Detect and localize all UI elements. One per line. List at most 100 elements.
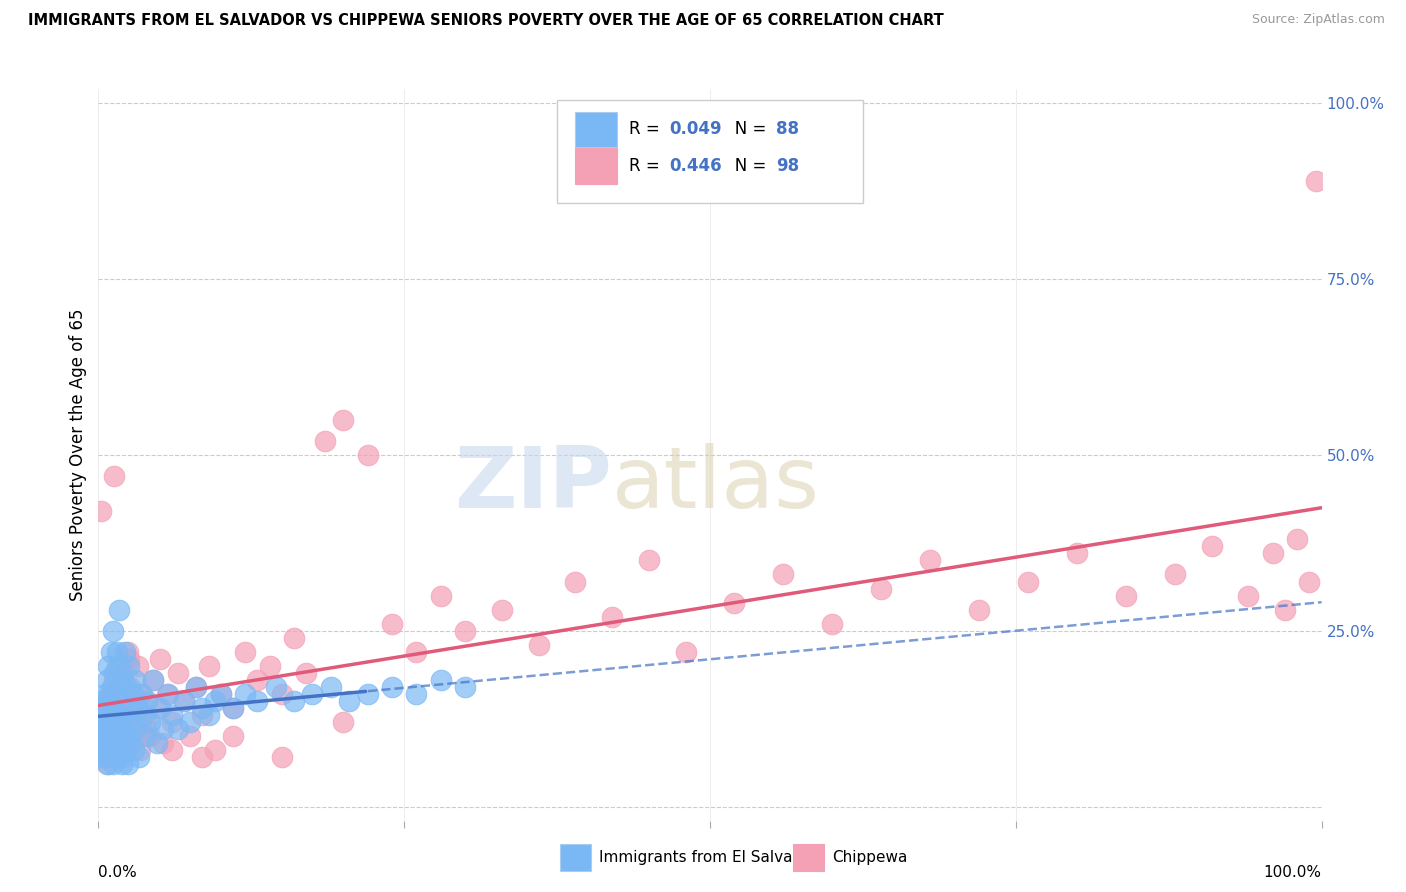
Point [96, 673, 118, 687]
Text: 0.446: 0.446 [669, 157, 723, 175]
Point [405, 645, 427, 659]
Text: 0.049: 0.049 [669, 120, 723, 138]
Point [101, 701, 124, 715]
Text: 0.0%: 0.0% [98, 864, 138, 880]
Point [103, 469, 125, 483]
Point [160, 708, 183, 723]
Text: atlas: atlas [612, 442, 820, 525]
Point [139, 729, 162, 743]
Point [222, 701, 245, 715]
Point [118, 701, 141, 715]
Point [1115, 589, 1137, 603]
Point [259, 659, 281, 673]
Point [111, 750, 134, 764]
Point [91, 750, 114, 764]
Point [118, 652, 141, 666]
Point [186, 680, 208, 694]
Point [156, 687, 179, 701]
Point [152, 723, 174, 737]
Point [454, 624, 477, 638]
Point [89, 729, 111, 743]
Point [127, 701, 149, 715]
Point [132, 708, 155, 723]
Point [114, 701, 136, 715]
Point [93, 708, 115, 723]
Point [381, 680, 404, 694]
Point [295, 665, 318, 680]
Point [264, 680, 287, 694]
Point [117, 757, 139, 772]
Point [246, 694, 269, 708]
Point [131, 687, 153, 701]
Point [233, 645, 256, 659]
Point [98, 694, 121, 708]
Point [149, 652, 172, 666]
Point [94, 729, 117, 743]
Point [301, 687, 323, 701]
Text: R =: R = [630, 157, 665, 175]
Point [191, 701, 214, 715]
Point [1286, 533, 1309, 547]
Point [110, 715, 132, 730]
Point [98, 687, 121, 701]
Point [430, 589, 453, 603]
Point [121, 736, 143, 750]
Text: Immigrants from El Salvador: Immigrants from El Salvador [599, 850, 818, 865]
Point [136, 729, 159, 743]
Point [100, 743, 122, 757]
Point [108, 687, 131, 701]
Point [101, 624, 124, 638]
Point [104, 708, 127, 723]
Point [127, 659, 149, 673]
Point [204, 743, 226, 757]
Point [197, 708, 219, 723]
Point [491, 602, 513, 616]
Point [222, 701, 245, 715]
Point [100, 645, 122, 659]
Point [136, 708, 159, 723]
Point [146, 736, 169, 750]
Point [97, 715, 120, 730]
Text: R =: R = [630, 120, 665, 138]
Point [160, 743, 183, 757]
Point [101, 723, 124, 737]
Point [920, 553, 942, 567]
Point [110, 715, 132, 730]
Text: N =: N = [718, 157, 772, 175]
Point [142, 673, 165, 687]
Point [107, 750, 129, 764]
Point [204, 694, 226, 708]
Point [179, 729, 201, 743]
Point [600, 609, 623, 624]
Point [114, 743, 136, 757]
Point [103, 701, 125, 715]
Point [93, 723, 115, 737]
Point [114, 645, 136, 659]
Point [90, 743, 112, 757]
Point [967, 602, 990, 616]
Point [129, 687, 152, 701]
Point [222, 729, 245, 743]
Point [105, 708, 128, 723]
Point [108, 736, 131, 750]
Point [337, 694, 360, 708]
Text: 88: 88 [776, 120, 799, 138]
Point [1066, 546, 1088, 560]
Point [104, 743, 127, 757]
Point [1305, 174, 1327, 188]
Point [160, 715, 183, 730]
Point [124, 673, 146, 687]
Point [91, 694, 114, 708]
Point [675, 645, 697, 659]
Point [89, 743, 111, 757]
Point [1261, 546, 1284, 560]
Point [104, 750, 127, 764]
Point [105, 645, 128, 659]
Point [136, 694, 159, 708]
Point [103, 673, 125, 687]
Point [115, 743, 138, 757]
Point [152, 736, 174, 750]
Point [90, 715, 112, 730]
Point [332, 413, 354, 427]
Point [142, 673, 165, 687]
